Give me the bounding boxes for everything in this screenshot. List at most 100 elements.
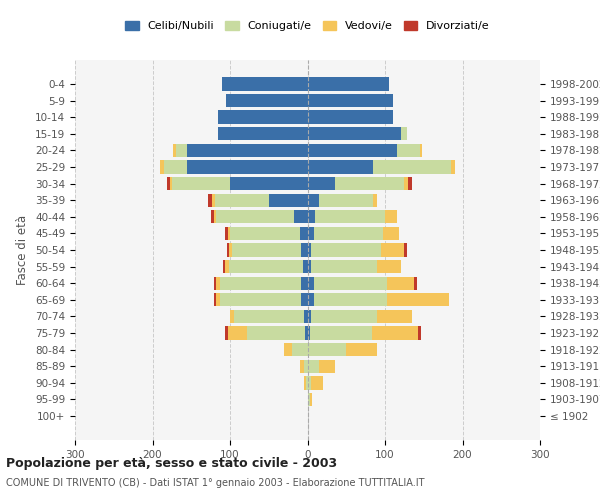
Bar — [222, 78, 308, 90]
Bar — [230, 226, 300, 240]
Bar — [308, 110, 393, 124]
Bar — [319, 194, 373, 207]
Bar — [247, 326, 305, 340]
Bar — [310, 326, 372, 340]
Bar — [305, 326, 308, 340]
Bar — [304, 376, 306, 390]
Bar — [300, 360, 304, 373]
Bar — [415, 276, 417, 290]
Bar — [226, 326, 227, 340]
Bar — [314, 293, 388, 306]
Bar — [418, 326, 421, 340]
Bar — [308, 210, 315, 224]
Bar — [229, 260, 303, 274]
Bar — [218, 110, 308, 124]
Legend: Celibi/Nubili, Coniugati/e, Vedovi/e, Divorziati/e: Celibi/Nubili, Coniugati/e, Vedovi/e, Di… — [121, 16, 494, 36]
Bar — [306, 376, 308, 390]
Bar — [346, 343, 377, 356]
Bar — [308, 276, 314, 290]
Bar — [227, 326, 247, 340]
Bar — [311, 260, 377, 274]
Bar — [229, 244, 232, 256]
Bar — [308, 127, 401, 140]
Bar — [232, 244, 301, 256]
Bar — [408, 177, 412, 190]
Bar — [308, 343, 346, 356]
Bar — [308, 393, 310, 406]
Bar — [212, 194, 215, 207]
Bar — [160, 160, 164, 173]
Bar — [220, 293, 301, 306]
Bar — [311, 376, 323, 390]
Bar — [164, 160, 187, 173]
Bar — [301, 244, 308, 256]
Bar — [310, 393, 312, 406]
Bar — [311, 244, 381, 256]
Bar — [308, 360, 319, 373]
Bar — [172, 177, 230, 190]
Bar — [377, 310, 412, 323]
Bar — [381, 244, 404, 256]
Bar — [216, 276, 220, 290]
Bar — [308, 78, 389, 90]
Bar — [215, 194, 269, 207]
Bar — [220, 276, 301, 290]
Bar — [214, 210, 216, 224]
Bar — [230, 310, 234, 323]
Bar — [230, 177, 308, 190]
Bar — [388, 293, 449, 306]
Bar — [373, 160, 451, 173]
Bar — [308, 160, 373, 173]
Bar — [373, 194, 377, 207]
Bar — [308, 310, 311, 323]
Bar — [401, 127, 407, 140]
Bar — [216, 293, 220, 306]
Bar — [397, 144, 420, 157]
Bar — [308, 226, 314, 240]
Bar — [214, 293, 216, 306]
Bar — [308, 177, 335, 190]
Bar — [187, 144, 308, 157]
Bar — [208, 194, 212, 207]
Bar — [383, 226, 399, 240]
Bar — [300, 226, 308, 240]
Bar — [227, 244, 229, 256]
Bar — [293, 210, 308, 224]
Bar — [170, 177, 172, 190]
Bar — [319, 360, 335, 373]
Bar — [303, 260, 308, 274]
Bar — [372, 326, 418, 340]
Text: COMUNE DI TRIVENTO (CB) - Dati ISTAT 1° gennaio 2003 - Elaborazione TUTTITALIA.I: COMUNE DI TRIVENTO (CB) - Dati ISTAT 1° … — [6, 478, 425, 488]
Bar — [227, 226, 230, 240]
Bar — [308, 94, 393, 107]
Bar — [226, 94, 308, 107]
Bar — [451, 160, 455, 173]
Bar — [167, 177, 170, 190]
Bar — [308, 244, 311, 256]
Bar — [292, 343, 308, 356]
Bar — [223, 260, 226, 274]
Bar — [308, 376, 311, 390]
Bar — [173, 144, 176, 157]
Bar — [176, 144, 187, 157]
Bar — [315, 210, 385, 224]
Bar — [226, 260, 229, 274]
Bar — [404, 244, 407, 256]
Bar — [269, 194, 308, 207]
Bar — [187, 160, 308, 173]
Bar — [404, 177, 408, 190]
Bar — [308, 326, 310, 340]
Bar — [304, 310, 308, 323]
Bar — [314, 276, 388, 290]
Bar — [377, 260, 401, 274]
Bar — [388, 276, 415, 290]
Y-axis label: Fasce di età: Fasce di età — [16, 215, 29, 285]
Text: Popolazione per età, sesso e stato civile - 2003: Popolazione per età, sesso e stato civil… — [6, 458, 337, 470]
Bar — [301, 276, 308, 290]
Bar — [234, 310, 304, 323]
Bar — [308, 144, 397, 157]
Bar — [216, 210, 293, 224]
Bar — [304, 360, 308, 373]
Bar — [385, 210, 397, 224]
Bar — [226, 226, 227, 240]
